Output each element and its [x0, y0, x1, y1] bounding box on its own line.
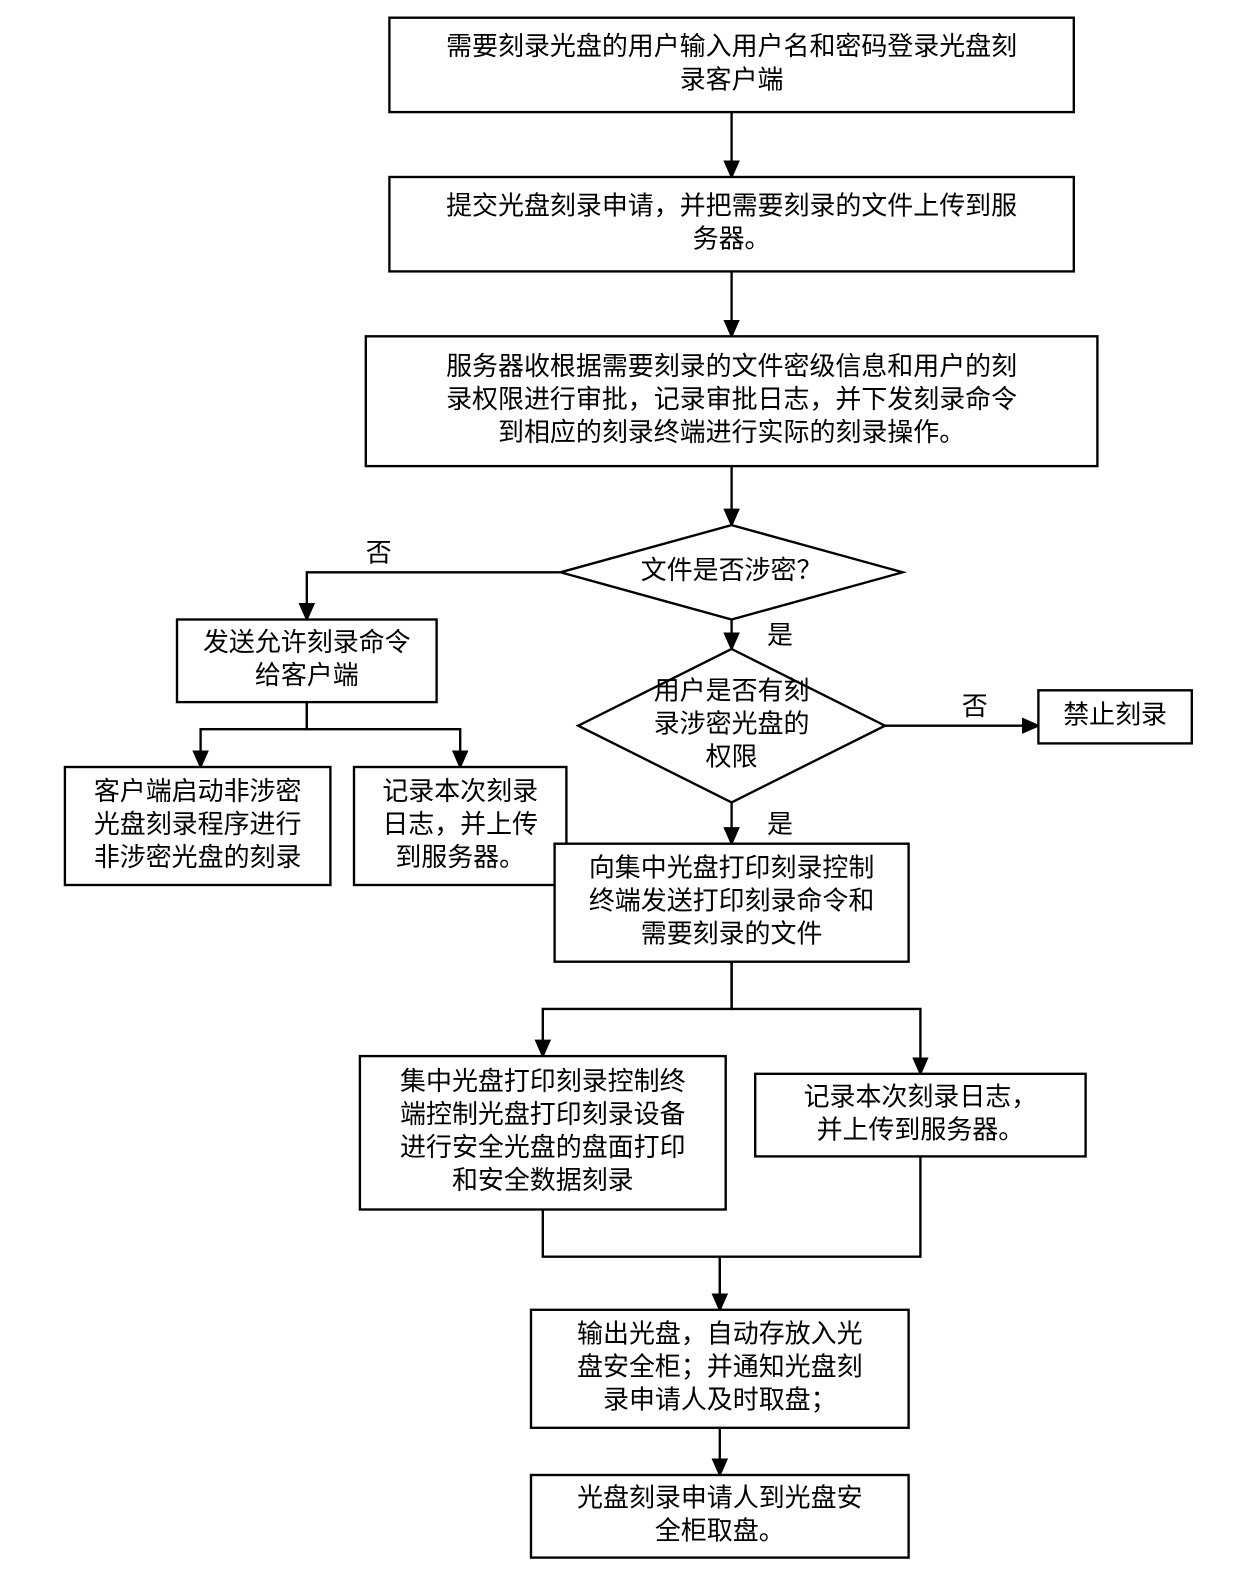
node-text: 录涉密光盘的 [654, 709, 810, 739]
node-text: 需要刻录的文件 [641, 919, 823, 949]
flow-arrow [720, 1156, 921, 1309]
node-text: 非涉密光盘的刻录 [94, 842, 302, 872]
flow-arrow [307, 702, 460, 767]
flow-arrow [201, 702, 307, 767]
edge-label: 否 [962, 691, 988, 721]
node-text: 到相应的刻录终端进行实际的刻录操作。 [498, 417, 965, 447]
flow-arrow [732, 962, 921, 1074]
node-text: 记录本次刻录日志， [804, 1081, 1038, 1111]
node-text: 文件是否涉密？ [641, 555, 823, 585]
node-text: 记录本次刻录 [382, 776, 538, 806]
node-text: 发送允许刻录命令 [203, 627, 411, 657]
node-text: 务器。 [693, 224, 771, 254]
node-text: 录申请人及时取盘； [603, 1385, 837, 1415]
node-text: 并上传到服务器。 [817, 1114, 1025, 1144]
node-text: 用户是否有刻 [654, 676, 810, 706]
flow-arrow [543, 962, 732, 1056]
node-text: 客户端启动非涉密 [94, 776, 302, 806]
node-text: 向集中光盘打印刻录控制 [589, 853, 874, 883]
node-text: 到服务器。 [395, 842, 525, 872]
node-text: 权限 [706, 742, 758, 772]
node-text: 输出光盘，自动存放入光 [577, 1319, 862, 1349]
node-text: 端控制光盘打印刻录设备 [400, 1099, 686, 1129]
node-text: 录权限进行审批，记录审批日志，并下发刻录命令 [446, 384, 1017, 414]
node-text: 禁止刻录 [1063, 700, 1167, 730]
flow-arrow [543, 1210, 720, 1310]
node-text: 光盘刻录申请人到光盘安 [577, 1483, 862, 1513]
node-text: 和安全数据刻录 [452, 1165, 634, 1195]
node-text: 全柜取盘。 [655, 1516, 785, 1546]
node-text: 盘安全柜；并通知光盘刻 [577, 1352, 862, 1382]
flow-arrow [307, 572, 561, 619]
node-text: 集中光盘打印刻录控制终 [400, 1066, 686, 1096]
flowchart-canvas: 否是否是需要刻录光盘的用户输入用户名和密码登录光盘刻录客户端提交光盘刻录申请，并… [0, 0, 1240, 1584]
node-text: 录客户端 [680, 64, 784, 94]
node-text: 服务器收根据需要刻录的文件密级信息和用户的刻 [446, 351, 1017, 381]
node-text: 进行安全光盘的盘面打印 [400, 1132, 685, 1162]
node-text: 需要刻录光盘的用户输入用户名和密码登录光盘刻 [446, 31, 1017, 61]
node-text: 日志，并上传 [382, 809, 538, 839]
edge-label: 是 [767, 620, 793, 650]
node-text: 提交光盘刻录申请，并把需要刻录的文件上传到服 [446, 191, 1017, 221]
edge-label: 是 [767, 809, 793, 839]
node-text: 终端发送打印刻录命令和 [589, 886, 874, 916]
node-text: 给客户端 [255, 660, 359, 690]
node-text: 光盘刻录程序进行 [94, 809, 302, 839]
edge-label: 否 [366, 537, 392, 567]
